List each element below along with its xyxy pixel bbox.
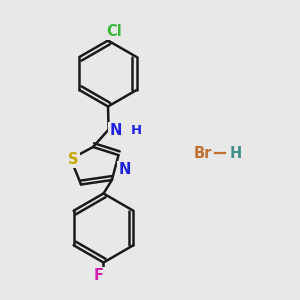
Text: Br: Br xyxy=(193,146,212,160)
Text: H: H xyxy=(131,124,142,137)
Text: S: S xyxy=(68,152,79,167)
Text: N: N xyxy=(118,162,131,177)
Text: H: H xyxy=(230,146,242,160)
Text: Cl: Cl xyxy=(106,24,122,39)
Text: N: N xyxy=(109,123,122,138)
Text: F: F xyxy=(94,268,104,283)
